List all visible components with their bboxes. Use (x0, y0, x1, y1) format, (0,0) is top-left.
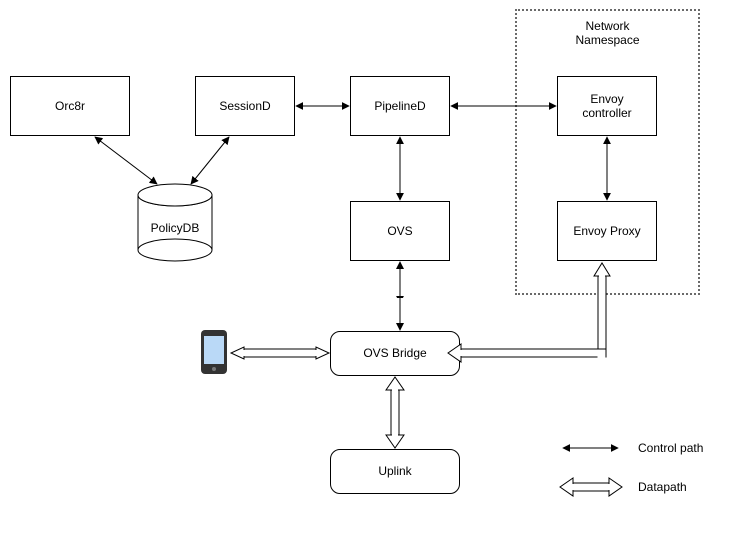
phone-icon (201, 330, 227, 374)
edge-ovsbridge-envoyproxy (448, 263, 610, 363)
edge-ovsbridge-uplink (386, 377, 404, 448)
edge-phone-ovsbridge (231, 347, 329, 359)
diagram-svg: PolicyDB (0, 0, 746, 542)
edge-sessiond-policydb (191, 137, 229, 184)
edge-orc8r-policydb (95, 137, 157, 184)
legend-datapath-icon (560, 478, 622, 496)
node-policydb-label: PolicyDB (151, 221, 200, 235)
node-policydb: PolicyDB (138, 184, 212, 261)
